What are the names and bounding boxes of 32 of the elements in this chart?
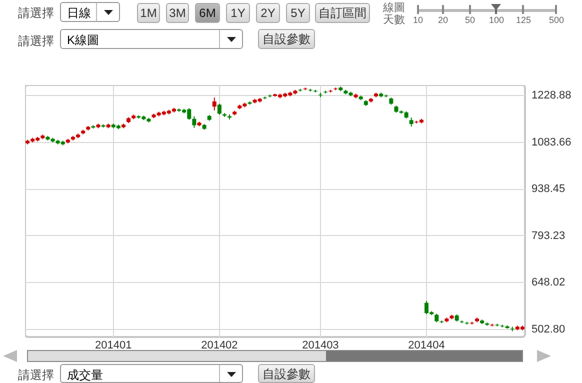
x-tick-label: 201403 [302, 340, 339, 352]
y-tick-label: 793.23 [532, 230, 566, 242]
text: 請選擇 [18, 367, 54, 383]
y-tick-label: 1083.66 [532, 136, 572, 148]
text: 線圖 [383, 1, 405, 14]
candlestick [217, 103, 222, 116]
y-tick-label: 1228.88 [532, 90, 572, 102]
text: 請選擇 [18, 5, 54, 22]
y-tick-label: 938.45 [532, 183, 566, 196]
x-tick-label: 201401 [95, 340, 132, 352]
candlestick [212, 97, 216, 111]
slider: 10 20 50 100 125 500 [414, 4, 564, 28]
x-tick-label: 201404 [408, 340, 445, 352]
button: 5Y [286, 3, 310, 23]
button: 2Y [256, 3, 280, 23]
button: 自設參數 [258, 29, 315, 49]
button: 6M [195, 3, 220, 23]
text: 請選擇 [18, 33, 54, 50]
y-tick-label: 648.02 [532, 276, 566, 289]
dropdown: 成交量 [60, 364, 243, 383]
button: 自設參數 [258, 364, 315, 383]
candlestick [192, 116, 196, 128]
dropdown: K線圖 [60, 29, 243, 49]
button: 1M [137, 3, 160, 23]
x-tick-label: 201402 [201, 340, 238, 352]
y-tick-label: 502.80 [532, 324, 566, 336]
button: 1Y [226, 3, 250, 23]
dropdown: 日線 [60, 2, 120, 22]
button: 自訂區間 [315, 3, 370, 23]
candlestick [409, 117, 414, 128]
button: 3M [166, 3, 189, 23]
text: 天數 [383, 13, 405, 27]
